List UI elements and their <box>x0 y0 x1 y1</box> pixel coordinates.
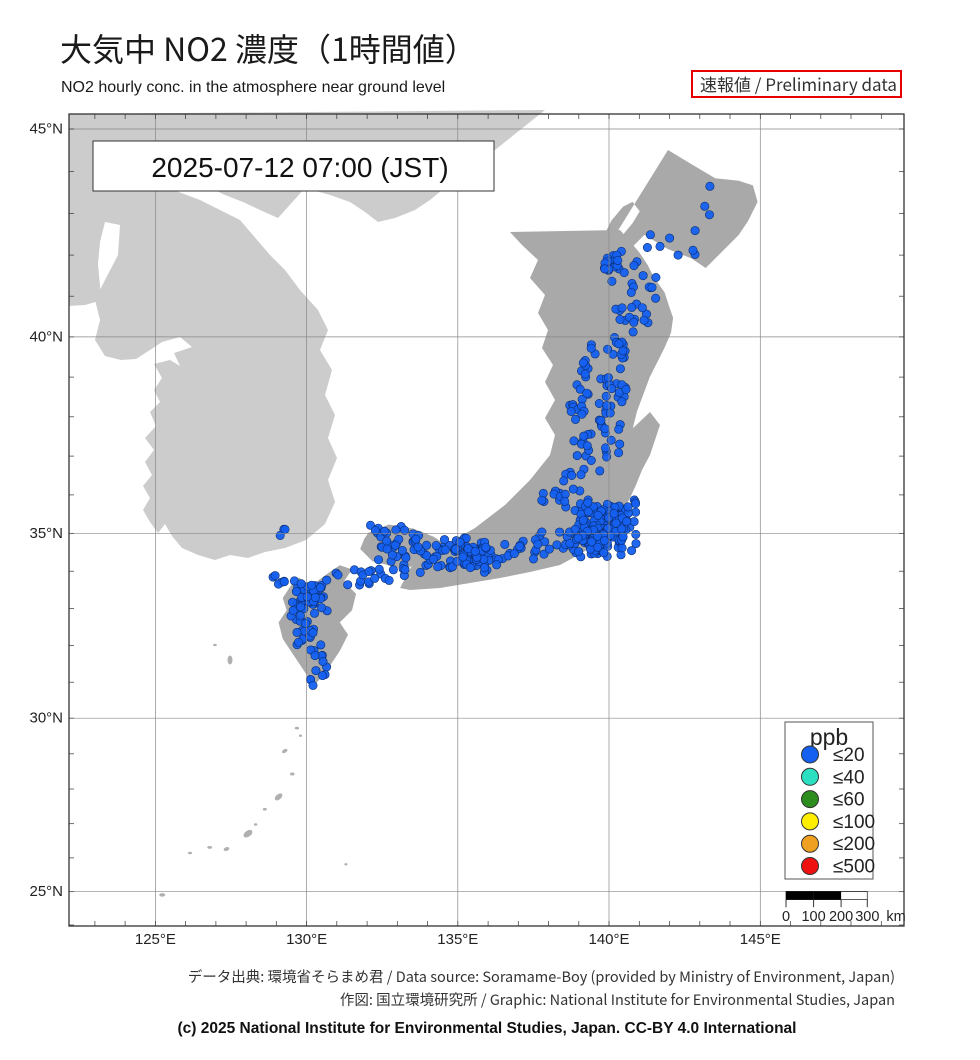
svg-text:100: 100 <box>801 909 825 925</box>
svg-text:25°N: 25°N <box>29 883 63 900</box>
svg-text:≤100: ≤100 <box>833 812 875 833</box>
svg-text:km: km <box>886 909 905 925</box>
svg-text:300: 300 <box>855 909 879 925</box>
svg-text:30°N: 30°N <box>29 710 63 727</box>
svg-text:≤200: ≤200 <box>833 834 875 855</box>
svg-text:大気中 NO2 濃度（1時間値）: 大気中 NO2 濃度（1時間値） <box>60 25 477 71</box>
svg-text:0: 0 <box>782 909 790 925</box>
svg-text:≤40: ≤40 <box>833 767 865 788</box>
svg-text:200: 200 <box>829 909 853 925</box>
svg-text:速報値 / Preliminary data: 速報値 / Preliminary data <box>700 71 897 96</box>
svg-text:140°E: 140°E <box>588 931 629 948</box>
svg-text:2025-07-12 07:00 (JST): 2025-07-12 07:00 (JST) <box>151 152 448 183</box>
svg-text:135°E: 135°E <box>437 931 478 948</box>
svg-text:125°E: 125°E <box>135 931 176 948</box>
svg-text:145°E: 145°E <box>740 931 781 948</box>
svg-text:45°N: 45°N <box>29 121 63 138</box>
svg-text:≤20: ≤20 <box>833 745 865 766</box>
svg-text:35°N: 35°N <box>29 525 63 542</box>
svg-text:40°N: 40°N <box>29 328 63 345</box>
svg-text:作図: 国立環境研究所 / Graphic: Nationa: 作図: 国立環境研究所 / Graphic: National Institut… <box>340 989 895 1010</box>
svg-text:≤60: ≤60 <box>833 790 865 811</box>
svg-text:データ出典: 環境省そらまめ君 / Data source:: データ出典: 環境省そらまめ君 / Data source: Soramame-… <box>188 966 895 987</box>
svg-text:(c) 2025 National Institute fo: (c) 2025 National Institute for Environm… <box>178 1020 797 1037</box>
svg-text:≤500: ≤500 <box>833 857 875 878</box>
svg-text:130°E: 130°E <box>286 931 327 948</box>
svg-text:NO2 hourly conc. in the atmosp: NO2 hourly conc. in the atmosphere near … <box>61 79 445 96</box>
